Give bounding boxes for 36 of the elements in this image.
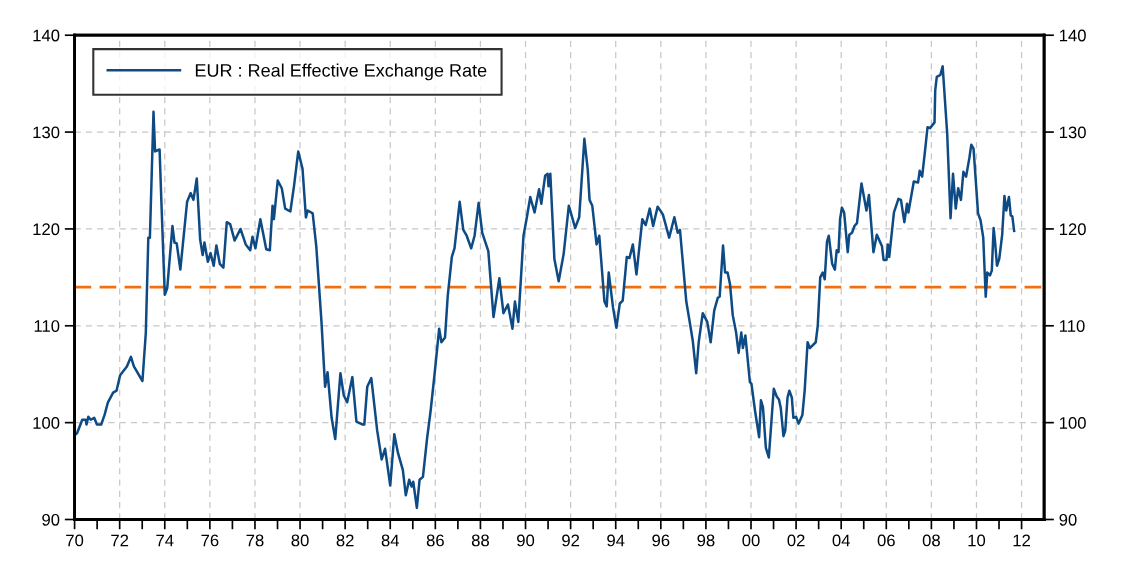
x-tick-label: 84 <box>381 534 400 547</box>
line-series <box>74 64 1016 510</box>
x-tick-label: 02 <box>787 534 805 547</box>
y-tick-label: 140 <box>33 29 60 42</box>
x-tick-label: 70 <box>66 534 84 547</box>
x-tick-label: 94 <box>607 534 625 547</box>
x-tick-label: 98 <box>697 534 715 547</box>
x-tick-label: 88 <box>471 534 489 547</box>
y2-tick-label: 110 <box>1059 320 1085 332</box>
x-tick-label: 90 <box>517 534 535 547</box>
y2-tick-label: 140 <box>1059 29 1086 42</box>
x-tick-label: 08 <box>922 534 940 547</box>
x-tick-label: 82 <box>336 534 354 547</box>
x-tick-label: 10 <box>968 534 986 547</box>
x-tick-label: 72 <box>111 534 129 547</box>
x-tick-label: 92 <box>562 534 580 547</box>
y-tick-label: 110 <box>34 320 60 332</box>
x-tick-label: 04 <box>832 534 850 547</box>
x-tick-label: 78 <box>246 534 264 547</box>
x-tick-label: 86 <box>426 534 444 547</box>
legend-label: EUR : Real Effective Exchange Rate <box>195 63 487 81</box>
x-tick-label: 80 <box>291 534 309 547</box>
y2-tick-label: 120 <box>1059 223 1086 236</box>
y-tick-label: 120 <box>33 223 60 236</box>
x-tick-label: 12 <box>1013 534 1031 547</box>
y2-tick-label: 100 <box>1059 417 1086 429</box>
x-tick-label: 00 <box>742 534 760 547</box>
x-tick-label: 96 <box>652 534 670 547</box>
x-tick-label: 74 <box>156 534 174 547</box>
y-tick-label: 130 <box>33 126 60 139</box>
y-tick-label: 100 <box>33 417 60 429</box>
y2-tick-label: 130 <box>1059 126 1086 139</box>
y2-tick-label: 90 <box>1059 513 1077 526</box>
x-tick-label: 76 <box>201 534 219 547</box>
y-tick-label: 90 <box>42 513 60 526</box>
x-tick-label: 06 <box>877 534 895 547</box>
